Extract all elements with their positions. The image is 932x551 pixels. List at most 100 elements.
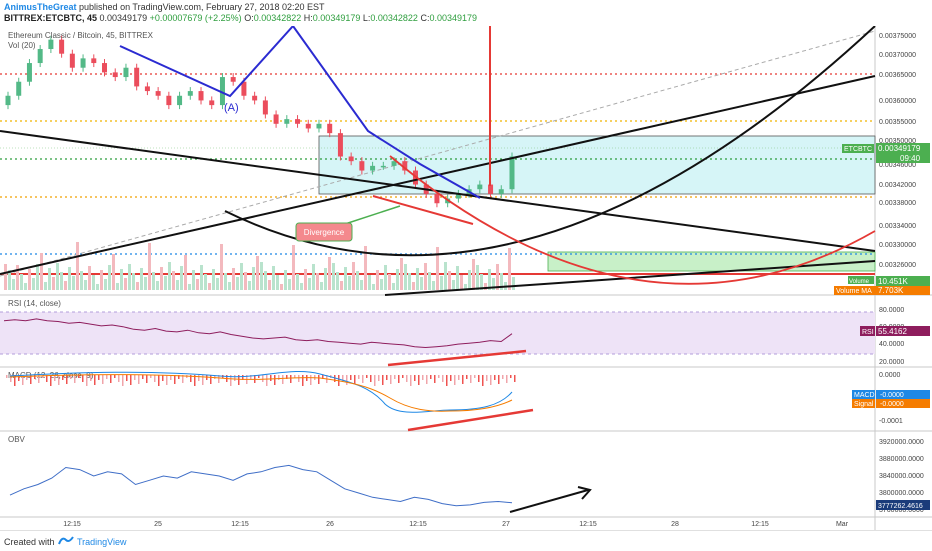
volume-bar xyxy=(204,274,207,290)
macd-histogram-bar xyxy=(166,375,168,385)
macd-value: -0.0000 xyxy=(880,392,904,399)
macd-histogram-bar xyxy=(258,375,260,378)
volume-bar xyxy=(152,272,155,290)
trendline-falling[interactable] xyxy=(0,130,876,252)
macd-histogram-bar xyxy=(110,375,112,383)
low-label: L: xyxy=(362,13,371,23)
consolidation-box[interactable] xyxy=(318,135,876,195)
volume-bar xyxy=(488,269,491,290)
volume-bar xyxy=(352,262,355,290)
price-divergence-line[interactable] xyxy=(372,195,474,225)
time-tick-label: 27 xyxy=(502,521,510,528)
candle-body xyxy=(59,39,65,54)
macd-line[interactable] xyxy=(9,371,513,413)
volume-bar xyxy=(244,272,247,290)
price-change: +0.00007679 (+2.25%) xyxy=(149,13,242,23)
candle-body xyxy=(498,189,504,194)
volume-bar xyxy=(464,284,467,290)
signal-line[interactable] xyxy=(9,374,513,412)
volume-bar xyxy=(68,267,71,290)
macd-histogram-bar xyxy=(134,375,136,380)
price-axis[interactable]: 0.00375000 0.00370000 0.00365000 0.00360000… xyxy=(879,33,916,269)
signal-value: -0.0000 xyxy=(880,401,904,408)
channel-dashed-line[interactable] xyxy=(0,30,876,277)
obv-legend: OBV xyxy=(8,435,26,444)
red-arc-curve[interactable] xyxy=(389,155,876,285)
volume-bar xyxy=(172,271,175,290)
created-with: Created with xyxy=(4,537,55,547)
macd-histogram-bar xyxy=(490,375,492,385)
symbol-tag-label: ETCBTC xyxy=(844,146,872,153)
ohlc-line: BITTREX:ETCBTC, 45 0.00349179 +0.0000767… xyxy=(4,13,477,23)
volume-bar xyxy=(24,283,27,290)
parabola-curve[interactable] xyxy=(224,26,876,257)
tradingview-brand[interactable]: TradingView xyxy=(77,537,127,547)
signal-tag xyxy=(852,399,875,408)
macd-histogram-bar xyxy=(470,375,472,383)
volume-bar xyxy=(432,281,435,290)
rsi-tick-label: 20.0000 xyxy=(879,359,904,366)
volume-bar xyxy=(168,262,171,290)
symbol: BITTREX:ETCBTC, 45 xyxy=(4,13,98,23)
macd-histogram-bar xyxy=(50,375,52,386)
obv-line[interactable] xyxy=(9,464,513,507)
candle-body xyxy=(402,161,408,171)
candle-body xyxy=(391,161,397,166)
wave-pattern-line[interactable] xyxy=(119,26,481,199)
macd-histogram-bar xyxy=(442,375,444,382)
volume-bar xyxy=(232,268,235,290)
signal-tag-label: Signal xyxy=(854,401,874,408)
volume-bar xyxy=(444,262,447,290)
main-legend-title: Ethereum Classic / Bitcoin, 45, BITTREX xyxy=(8,31,154,40)
volume-bars xyxy=(4,242,515,290)
volume-bar xyxy=(348,276,351,290)
chart-canvas[interactable]: Ethereum Classic / Bitcoin, 45, BITTREX … xyxy=(0,26,932,530)
macd-histogram-bar xyxy=(178,375,180,379)
price-tick-label: 0.00330000 xyxy=(879,242,916,249)
rsi-line[interactable] xyxy=(3,318,513,349)
volume-value: 10.451K xyxy=(878,277,908,286)
macd-histogram-bar xyxy=(94,375,96,385)
volume-bar xyxy=(340,281,343,290)
macd-histogram-bar xyxy=(478,375,480,382)
volume-bar xyxy=(400,258,403,290)
volume-ma-value-tag xyxy=(876,286,930,295)
macd-histogram-bar xyxy=(382,375,384,385)
volume-bar xyxy=(56,263,59,290)
macd-divergence-line[interactable] xyxy=(407,408,534,432)
obv-arrow-line[interactable] xyxy=(509,489,589,513)
time-tick-label: 12:15 xyxy=(409,521,427,528)
macd-histogram-bar xyxy=(434,375,436,383)
candle-body xyxy=(123,67,129,78)
volume-bar xyxy=(20,274,23,290)
macd-histogram-bar xyxy=(202,375,204,385)
volume-bar xyxy=(416,268,419,290)
macd-histogram-bar xyxy=(450,375,452,381)
macd-histogram-bar xyxy=(390,375,392,384)
volume-bar xyxy=(108,265,111,290)
candle-body xyxy=(295,119,301,124)
volume-bar xyxy=(100,270,103,290)
price-tick-label: 0.00326000 xyxy=(879,262,916,269)
candle-body xyxy=(91,58,97,64)
rsi-divergence-line[interactable] xyxy=(387,349,527,367)
candle-body xyxy=(187,91,193,96)
macd-histogram-bar xyxy=(510,375,512,378)
volume-bar xyxy=(64,281,67,290)
obv-tick-label: 3840000.0000 xyxy=(879,473,924,480)
volume-bar xyxy=(188,284,191,290)
macd-histogram-bar xyxy=(438,375,440,378)
volume-bar xyxy=(376,270,379,290)
volume-bar xyxy=(372,284,375,290)
volume-bar xyxy=(76,242,79,290)
open-label: O: xyxy=(244,13,254,23)
volume-bar xyxy=(36,264,39,290)
macd-histogram-bar xyxy=(386,375,388,380)
candle-body xyxy=(380,165,386,168)
obv-value-tag xyxy=(876,500,930,510)
author-name[interactable]: AnimusTheGreat xyxy=(4,2,77,12)
time-axis[interactable]: 12:15 25 12:15 26 12:15 27 12:15 28 12:15 Mar xyxy=(63,521,848,528)
divergence-callout[interactable] xyxy=(295,222,353,242)
tradingview-logo-icon[interactable] xyxy=(58,535,74,547)
candle-body xyxy=(37,49,43,64)
